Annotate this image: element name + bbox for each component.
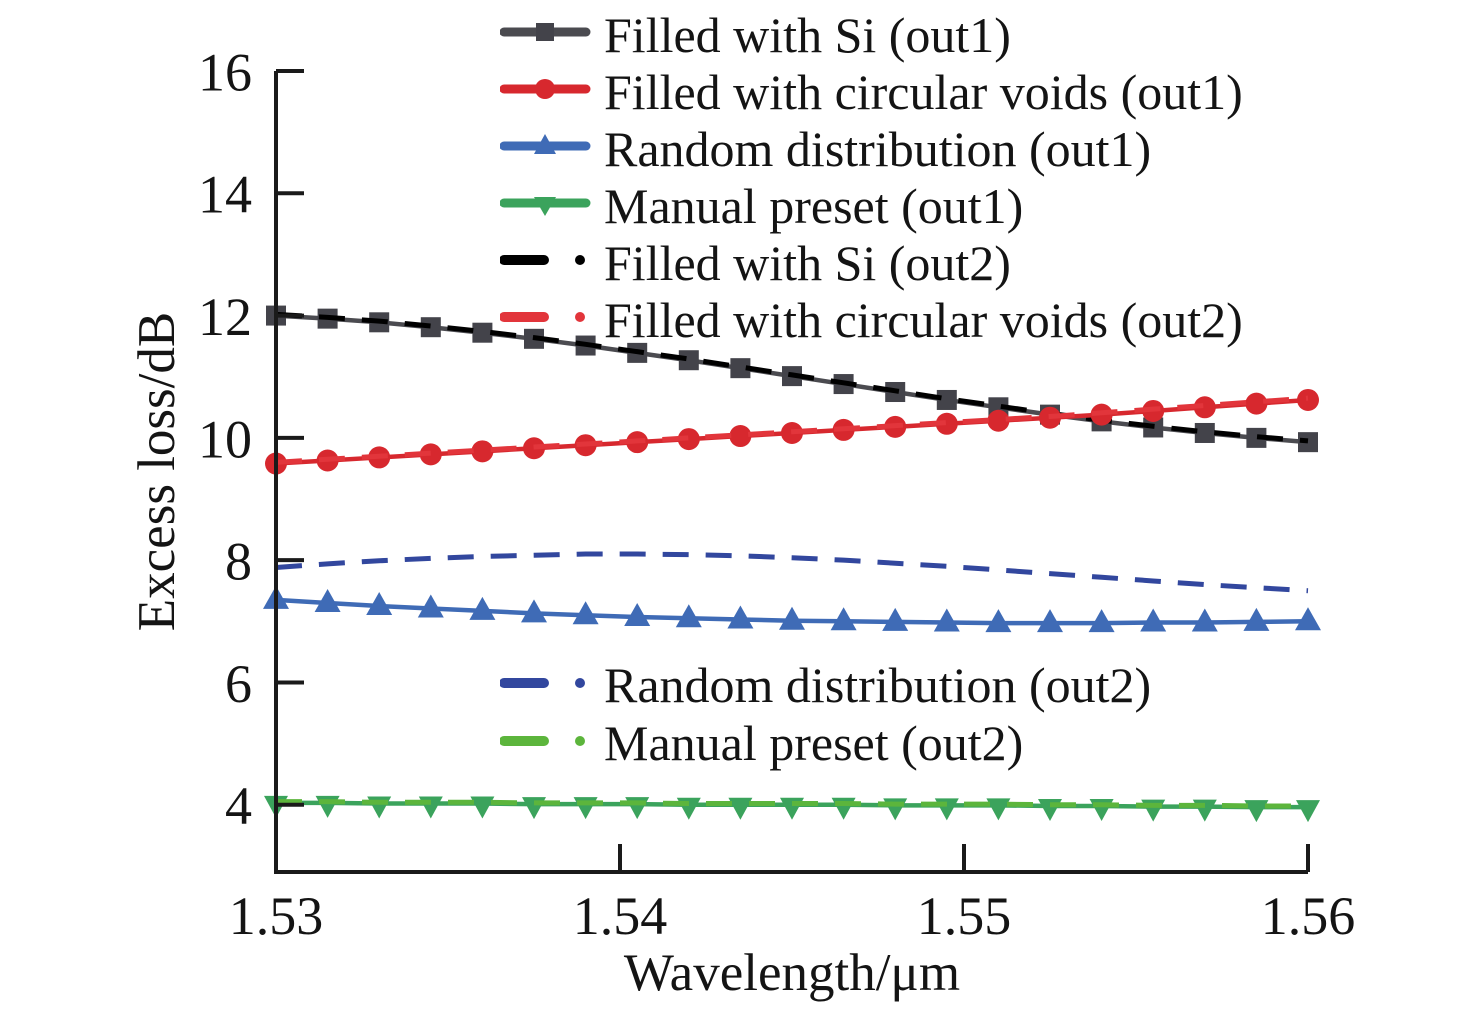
- legend-item-manual-preset-out2: Manual preset (out2): [499, 714, 1151, 772]
- x-tick-label-1.54: 1.54: [573, 886, 668, 946]
- legend-top: Filled with Si (out1) Filled with circula…: [499, 6, 1243, 348]
- legend-item-filled-with-si-out2: Filled with Si (out2): [499, 234, 1243, 291]
- legend-key-wrap: [499, 129, 604, 168]
- y-tick-label-16: 16: [198, 42, 252, 102]
- legend-key-filled-with-si-out1: [499, 23, 591, 41]
- series-markers-random-distribution-out1: [263, 585, 1321, 633]
- y-tick-label-6: 6: [225, 654, 252, 714]
- series-line-random-distribution-out2: [275, 551, 1309, 594]
- legend-label: Manual preset (out1): [604, 177, 1024, 234]
- legend-label: Filled with circular voids (out1): [604, 63, 1243, 120]
- x-axis-label: Wavelength/μm: [624, 944, 960, 1002]
- legend-item-random-distribution-out1: Random distribution (out1): [499, 120, 1243, 177]
- series-line-filled-with-circular-voids-out2: [275, 395, 1309, 465]
- y-tick-label-8: 8: [225, 532, 252, 592]
- legend-key-wrap: [499, 724, 604, 763]
- legend-key-wrap: [499, 15, 604, 54]
- legend-label: Random distribution (out2): [604, 657, 1152, 713]
- legend-mid: Random distribution (out2) Manual preset …: [499, 656, 1152, 772]
- legend-label: Filled with circular voids (out2): [604, 291, 1243, 348]
- legend-key-wrap: [499, 186, 604, 225]
- legend-item-filled-with-circular-voids-out2: Filled with circular voids (out2): [499, 291, 1243, 348]
- legend-item-random-distribution-out2: Random distribution (out2): [499, 656, 1152, 714]
- legend-label: Manual preset (out2): [604, 715, 1024, 771]
- legend-key-random-distribution-out1: [499, 134, 591, 154]
- y-tick-label-4: 4: [225, 776, 252, 836]
- x-tick-label-1.55: 1.55: [917, 886, 1012, 946]
- y-axis-label: Excess loss/dB: [128, 312, 186, 631]
- legend-key-manual-preset-out2: [499, 735, 585, 746]
- legend-key-wrap: [499, 243, 604, 282]
- legend-key-wrap: [499, 666, 604, 705]
- legend-item-filled-with-circular-voids-out1: Filled with circular voids (out1): [499, 63, 1243, 120]
- legend-key-wrap: [499, 72, 604, 111]
- series-line-filled-with-si-out2: [275, 311, 1309, 444]
- legend-item-manual-preset-out1: Manual preset (out1): [499, 177, 1243, 234]
- legend-label: Random distribution (out1): [604, 120, 1152, 177]
- x-tick-label-1.53: 1.53: [229, 886, 324, 946]
- legend-key-wrap: [499, 300, 604, 339]
- legend-key-manual-preset-out1: [499, 197, 591, 216]
- legend-key-filled-with-si-out2: [499, 255, 585, 265]
- y-tick-label-10: 10: [198, 409, 252, 469]
- series-line-manual-preset-out2: [276, 799, 1308, 809]
- x-tick-label-1.56: 1.56: [1261, 886, 1356, 946]
- legend-item-filled-with-si-out1: Filled with Si (out1): [499, 6, 1243, 63]
- y-tick-label-12: 12: [198, 287, 252, 347]
- legend-label: Filled with Si (out1): [604, 6, 1011, 63]
- legend-label: Filled with Si (out2): [604, 234, 1011, 291]
- legend-key-random-distribution-out2: [499, 677, 585, 688]
- legend-key-filled-with-circular-voids-out1: [499, 79, 591, 99]
- legend-key-filled-with-circular-voids-out2: [499, 312, 585, 322]
- y-tick-label-14: 14: [198, 165, 252, 225]
